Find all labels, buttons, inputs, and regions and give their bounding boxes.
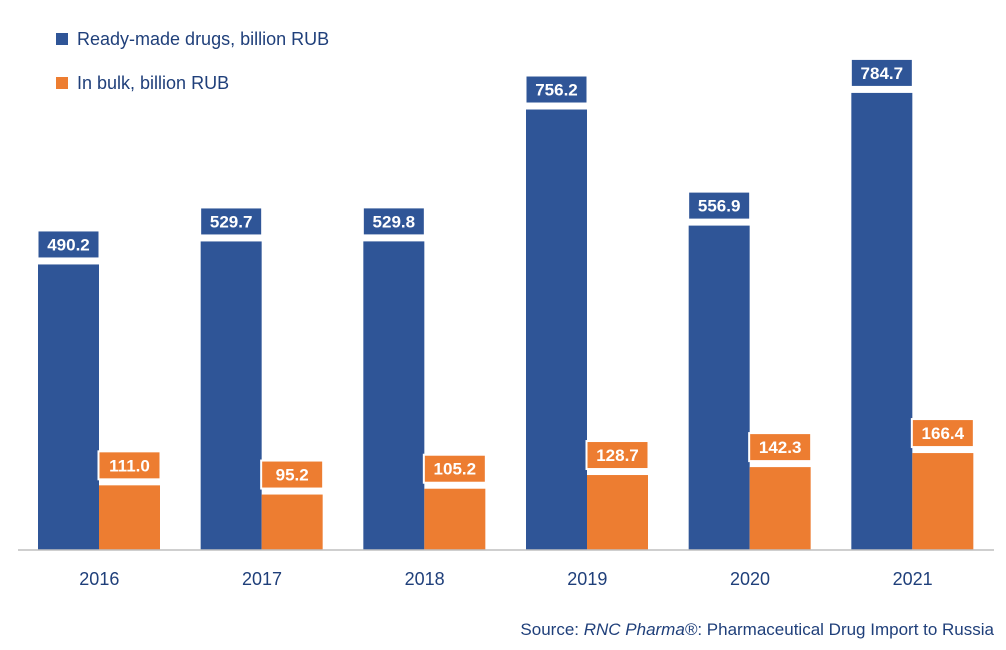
legend-item-in-bulk: In bulk, billion RUB (56, 72, 329, 94)
bar-in-bulk-2017 (261, 494, 323, 550)
source-name: RNC Pharma® (583, 620, 698, 639)
data-label-ready-made-2020: 556.9 (698, 197, 741, 216)
x-tick-label-2020: 2020 (730, 569, 770, 589)
data-label-box-in-bulk-2021 (910, 418, 975, 449)
x-tick-label-2019: 2019 (567, 569, 607, 589)
data-label-ready-made-2017: 529.7 (210, 212, 253, 231)
source-suffix: : Pharmaceutical Drug Import to Russia (697, 620, 994, 639)
legend-swatch-in-bulk (56, 77, 68, 89)
data-label-box-ready-made-2019 (524, 74, 589, 105)
bar-ready-made-2019 (526, 109, 587, 551)
data-label-box-ready-made-2017 (199, 206, 264, 237)
legend: Ready-made drugs, billion RUB In bulk, b… (56, 28, 329, 116)
data-label-ready-made-2019: 756.2 (535, 81, 578, 100)
bar-in-bulk-2018 (424, 488, 486, 550)
legend-label-ready-made: Ready-made drugs, billion RUB (77, 28, 330, 49)
x-tick-label-2016: 2016 (79, 569, 119, 589)
x-tick-label-2021: 2021 (893, 569, 933, 589)
data-label-box-in-bulk-2016 (97, 450, 162, 481)
data-label-in-bulk-2017: 95.2 (276, 466, 309, 485)
bar-in-bulk-2019 (587, 475, 648, 550)
data-label-box-in-bulk-2018 (422, 453, 487, 484)
bar-ready-made-2021 (851, 92, 913, 551)
data-label-in-bulk-2020: 142.3 (759, 438, 802, 457)
data-label-box-in-bulk-2020 (748, 432, 813, 463)
data-label-ready-made-2018: 529.8 (373, 212, 416, 231)
bar-ready-made-2017 (200, 241, 262, 550)
bar-ready-made-2020 (688, 225, 750, 550)
bar-ready-made-2016 (38, 264, 99, 550)
data-label-ready-made-2021: 784.7 (861, 64, 904, 83)
source-note: Source: RNC Pharma®: Pharmaceutical Drug… (520, 620, 994, 640)
data-label-box-ready-made-2016 (36, 229, 101, 260)
legend-label-in-bulk: In bulk, billion RUB (77, 72, 230, 93)
data-label-in-bulk-2018: 105.2 (434, 460, 477, 479)
data-label-box-in-bulk-2019 (585, 440, 650, 471)
source-prefix: Source: (520, 620, 584, 639)
data-label-box-ready-made-2021 (849, 57, 914, 88)
x-tick-label-2018: 2018 (405, 569, 445, 589)
legend-swatch-ready-made (56, 33, 68, 45)
data-label-in-bulk-2021: 166.4 (922, 424, 965, 443)
data-label-in-bulk-2019: 128.7 (596, 446, 639, 465)
data-label-box-ready-made-2018 (361, 206, 426, 237)
bar-in-bulk-2021 (912, 453, 974, 550)
legend-item-ready-made: Ready-made drugs, billion RUB (56, 28, 329, 50)
data-label-box-ready-made-2020 (687, 190, 752, 221)
bar-in-bulk-2016 (99, 485, 160, 550)
data-label-in-bulk-2016: 111.0 (109, 456, 150, 475)
bar-ready-made-2018 (363, 241, 425, 551)
bar-in-bulk-2020 (749, 467, 811, 550)
x-tick-label-2017: 2017 (242, 569, 282, 589)
data-label-box-in-bulk-2017 (260, 459, 325, 490)
data-label-ready-made-2016: 490.2 (47, 235, 90, 254)
